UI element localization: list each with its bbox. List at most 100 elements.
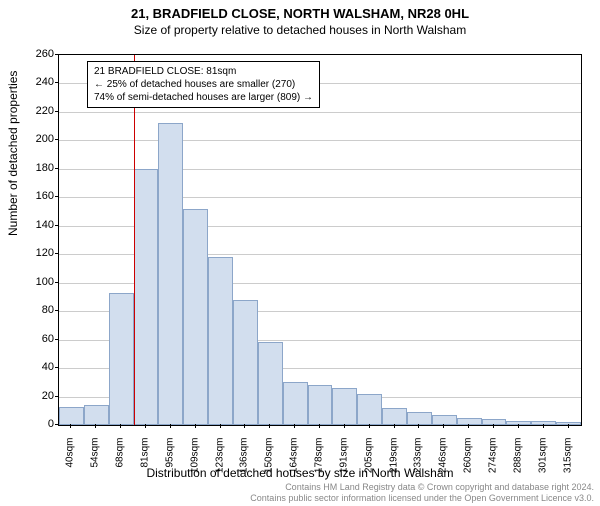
xtick-mark (220, 424, 221, 428)
ytick-label: 40 (24, 361, 54, 373)
bar (208, 257, 233, 425)
xtick-label: 136sqm (239, 438, 250, 488)
bar (84, 405, 109, 425)
xtick-mark (443, 424, 444, 428)
xtick-mark (319, 424, 320, 428)
chart-container: 21, BRADFIELD CLOSE, NORTH WALSHAM, NR28… (0, 6, 600, 506)
ytick-mark (55, 396, 59, 397)
xtick-mark (344, 424, 345, 428)
annotation-line-3: 74% of semi-detached houses are larger (… (94, 91, 313, 104)
ytick-label: 60 (24, 333, 54, 345)
bar (158, 123, 183, 425)
xtick-mark (95, 424, 96, 428)
xtick-mark (369, 424, 370, 428)
ytick-label: 20 (24, 390, 54, 402)
xtick-label: 178sqm (314, 438, 325, 488)
xtick-label: 54sqm (90, 438, 101, 488)
ytick-mark (55, 339, 59, 340)
xtick-mark (244, 424, 245, 428)
xtick-mark (145, 424, 146, 428)
annotation-box: 21 BRADFIELD CLOSE: 81sqm ← 25% of detac… (87, 61, 320, 108)
chart-title-sub: Size of property relative to detached ho… (0, 23, 600, 37)
ytick-label: 140 (24, 219, 54, 231)
bar (308, 385, 333, 425)
bar (357, 394, 382, 425)
ytick-label: 0 (24, 418, 54, 430)
ytick-label: 120 (24, 247, 54, 259)
footer-line-2: Contains public sector information licen… (250, 493, 594, 504)
ytick-mark (55, 196, 59, 197)
annotation-line-1: 21 BRADFIELD CLOSE: 81sqm (94, 65, 313, 78)
ytick-mark (55, 54, 59, 55)
xtick-mark (170, 424, 171, 428)
xtick-label: 109sqm (189, 438, 200, 488)
ytick-label: 160 (24, 190, 54, 202)
ytick-mark (55, 225, 59, 226)
ytick-label: 240 (24, 76, 54, 88)
y-axis-label: Number of detached properties (6, 71, 20, 236)
bar (506, 421, 531, 425)
xtick-mark (120, 424, 121, 428)
ytick-label: 260 (24, 48, 54, 60)
xtick-label: 246sqm (438, 438, 449, 488)
bar (283, 382, 308, 425)
ytick-label: 220 (24, 105, 54, 117)
xtick-mark (493, 424, 494, 428)
xtick-label: 315sqm (562, 438, 573, 488)
grid-line (59, 112, 581, 113)
reference-line (134, 55, 135, 425)
xtick-label: 68sqm (115, 438, 126, 488)
bar (531, 421, 556, 425)
xtick-label: 274sqm (488, 438, 499, 488)
annotation-line-2: ← 25% of detached houses are smaller (27… (94, 78, 313, 91)
ytick-mark (55, 168, 59, 169)
xtick-label: 123sqm (214, 438, 225, 488)
bar (109, 293, 134, 425)
xtick-label: 150sqm (264, 438, 275, 488)
chart-title-main: 21, BRADFIELD CLOSE, NORTH WALSHAM, NR28… (0, 6, 600, 21)
ytick-label: 200 (24, 133, 54, 145)
xtick-label: 301sqm (537, 438, 548, 488)
bar (59, 407, 84, 426)
bar (407, 412, 432, 425)
xtick-mark (394, 424, 395, 428)
ytick-mark (55, 139, 59, 140)
bar (233, 300, 258, 425)
xtick-label: 205sqm (363, 438, 374, 488)
xtick-mark (568, 424, 569, 428)
xtick-mark (269, 424, 270, 428)
xtick-label: 219sqm (388, 438, 399, 488)
xtick-mark (468, 424, 469, 428)
xtick-mark (543, 424, 544, 428)
ytick-label: 180 (24, 162, 54, 174)
xtick-mark (195, 424, 196, 428)
xtick-label: 260sqm (463, 438, 474, 488)
grid-line (59, 140, 581, 141)
bar (258, 342, 283, 425)
chart-plot-area: 21 BRADFIELD CLOSE: 81sqm ← 25% of detac… (58, 54, 582, 426)
xtick-label: 191sqm (338, 438, 349, 488)
ytick-mark (55, 82, 59, 83)
xtick-label: 95sqm (164, 438, 175, 488)
ytick-mark (55, 367, 59, 368)
xtick-mark (518, 424, 519, 428)
xtick-mark (418, 424, 419, 428)
xtick-label: 288sqm (512, 438, 523, 488)
bar (134, 169, 159, 425)
xtick-label: 40sqm (65, 438, 76, 488)
xtick-label: 233sqm (413, 438, 424, 488)
xtick-label: 164sqm (289, 438, 300, 488)
ytick-mark (55, 111, 59, 112)
ytick-mark (55, 310, 59, 311)
ytick-label: 80 (24, 304, 54, 316)
bar (332, 388, 357, 425)
bar (183, 209, 208, 425)
ytick-mark (55, 424, 59, 425)
xtick-mark (294, 424, 295, 428)
xtick-mark (70, 424, 71, 428)
bar (556, 422, 581, 425)
ytick-label: 100 (24, 276, 54, 288)
ytick-mark (55, 282, 59, 283)
ytick-mark (55, 253, 59, 254)
xtick-label: 81sqm (140, 438, 151, 488)
